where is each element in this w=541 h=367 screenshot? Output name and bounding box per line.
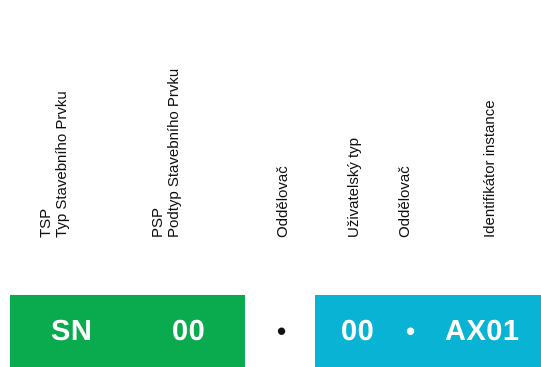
label-psp-abbr: PSP — [149, 207, 166, 238]
label-separator-1-text: Oddělovač — [274, 166, 291, 238]
tsp-psp-block — [10, 295, 245, 367]
label-separator-1: Oddělovač — [274, 166, 291, 238]
separator-dot-1: • — [277, 316, 287, 346]
instance-value: AX01 — [445, 315, 520, 347]
tsp-value: SN — [51, 315, 93, 347]
user-instance-block — [315, 295, 541, 367]
label-user-type-text: Uživatelský typ — [345, 137, 362, 238]
label-instance-id-text: Identifikátor instance — [481, 100, 498, 238]
label-psp-full: Podtyp Stavebního Prvku — [165, 68, 182, 238]
label-tsp-full: Typ Stavebního Prvku — [53, 91, 70, 238]
user-type-value: 00 — [341, 315, 375, 347]
label-user-type: Uživatelský typ — [345, 137, 362, 238]
label-separator-2-text: Oddělovač — [396, 166, 413, 238]
label-tsp-abbr: TSP — [37, 208, 54, 238]
label-instance-id: Identifikátor instance — [481, 100, 498, 238]
label-tsp: TSP Typ Stavebního Prvku — [37, 91, 70, 238]
psp-value: 00 — [172, 315, 206, 347]
separator-dot-2: • — [406, 316, 416, 346]
label-psp: PSP Podtyp Stavebního Prvku — [149, 68, 182, 238]
label-separator-2: Oddělovač — [396, 166, 413, 238]
